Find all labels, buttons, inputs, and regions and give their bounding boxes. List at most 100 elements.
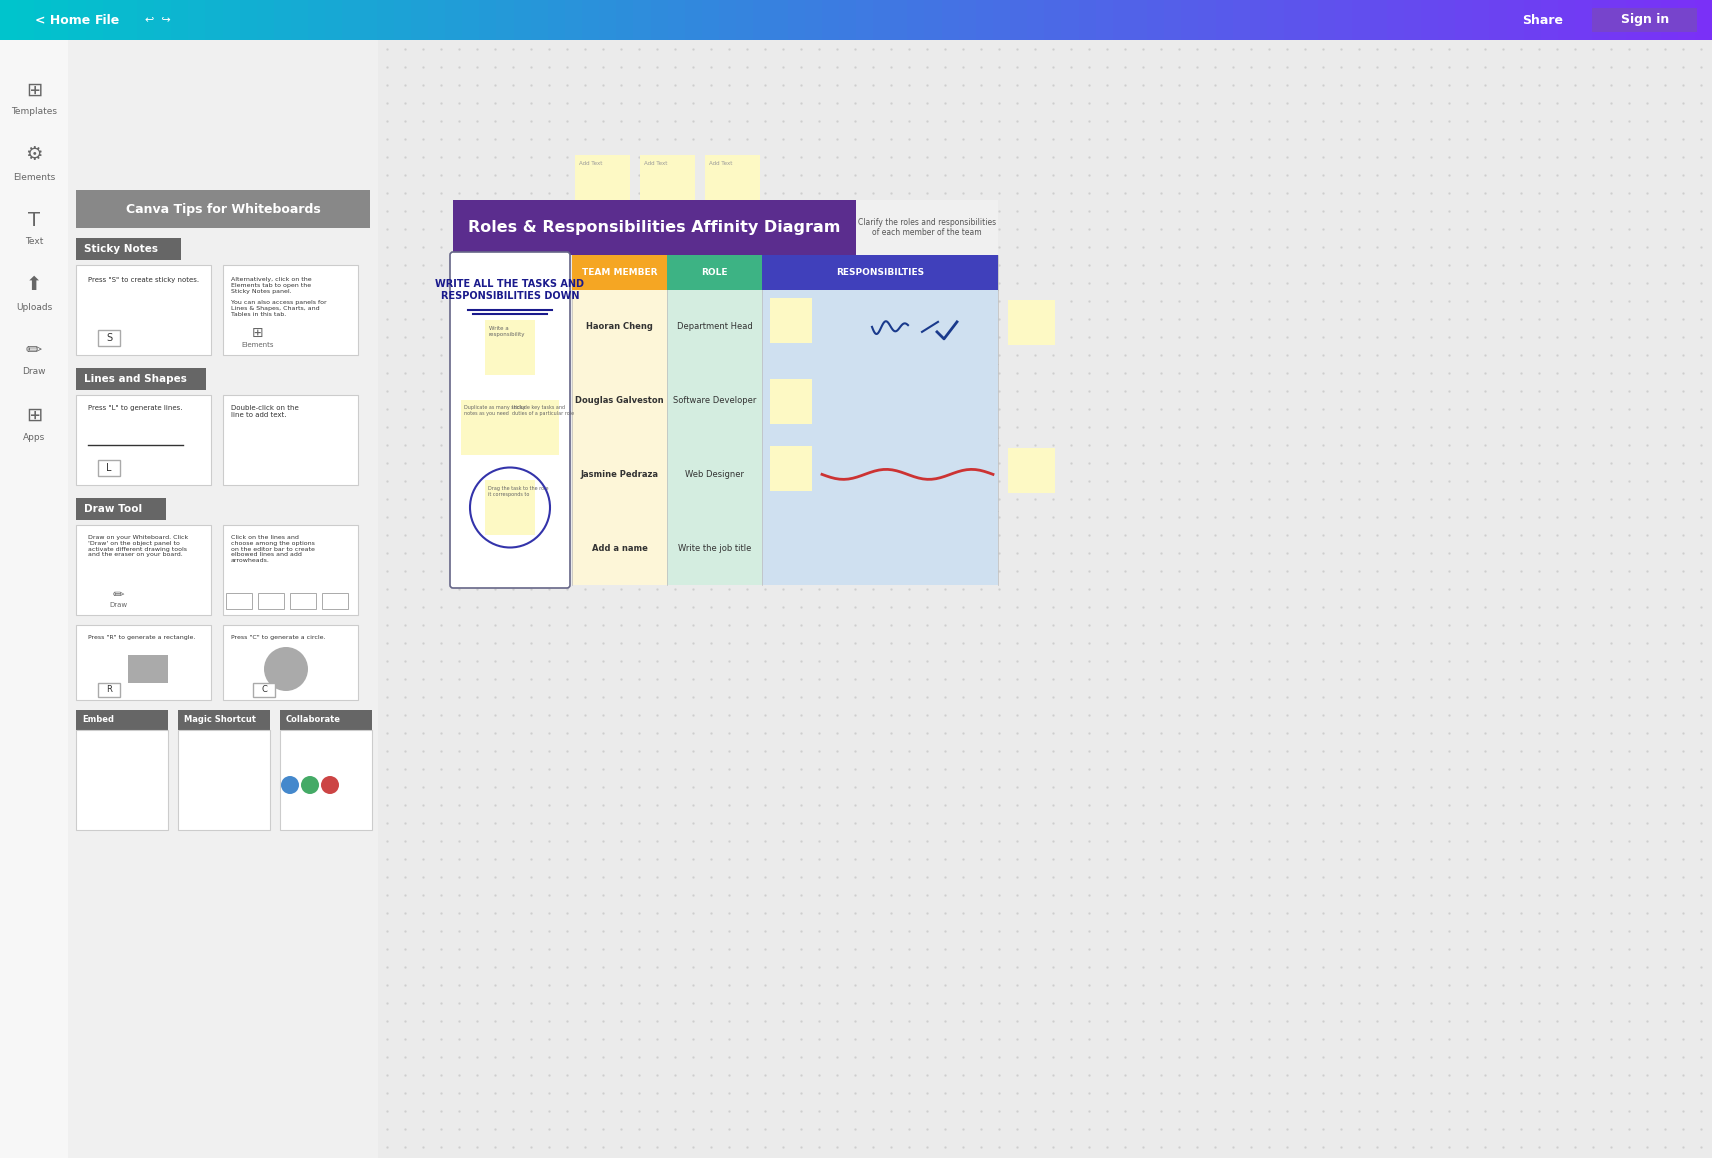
Bar [205,0,224,41]
Bar [51,0,70,41]
Text: Canva Tips for Whiteboards: Canva Tips for Whiteboards [125,203,320,215]
Text: Lines and Shapes: Lines and Shapes [84,374,187,384]
Bar [484,481,534,535]
Text: Templates: Templates [10,108,56,117]
Bar [1335,0,1354,41]
Text: Douglas Galveston: Douglas Galveston [575,396,664,405]
Bar [98,330,120,346]
Bar [942,0,960,41]
Bar [1541,0,1560,41]
Text: ROLE: ROLE [702,267,728,277]
Text: Jasmine Pedraza: Jasmine Pedraza [580,470,659,479]
Text: Write the job title: Write the job title [678,543,752,552]
Bar [582,0,601,41]
Text: Press "L" to generate lines.: Press "L" to generate lines. [87,405,183,411]
Bar [1318,0,1337,41]
Bar [1147,0,1166,41]
Bar [856,0,875,41]
Bar [154,0,173,41]
Bar [259,593,284,609]
Bar [1404,0,1423,41]
Circle shape [281,776,300,794]
Bar [839,0,858,41]
Text: Click on the lines and
choose among the options
on the editor bar to create
elbo: Click on the lines and choose among the … [231,535,315,563]
Text: File: File [94,14,120,27]
Bar [128,655,168,683]
Bar [1575,0,1594,41]
Bar [770,298,811,343]
Text: L: L [106,463,111,472]
Bar [1181,0,1200,41]
Bar [454,200,856,255]
Bar [1592,8,1697,32]
Text: Department Head: Department Head [676,322,752,331]
Text: Press "R" to generate a rectangle.: Press "R" to generate a rectangle. [87,635,195,640]
Bar [572,364,668,438]
Bar [1609,0,1628,41]
Bar [531,0,550,41]
Bar [565,0,584,41]
Bar [223,265,358,356]
Bar [281,730,372,830]
Bar [17,0,36,41]
Text: Add Text: Add Text [579,161,603,166]
Text: TEAM MEMBER: TEAM MEMBER [582,267,657,277]
Bar [428,0,447,41]
Bar [342,0,361,41]
Text: Embed: Embed [82,716,115,725]
Bar [668,255,762,290]
Bar [1455,0,1474,41]
Bar [223,625,358,699]
Bar [75,525,211,615]
Bar [736,0,755,41]
Bar [378,41,1712,1158]
Bar [377,0,395,41]
Bar [178,730,270,830]
Bar [1661,0,1679,41]
Bar [1010,0,1029,41]
Bar [75,368,205,390]
Text: Share: Share [1522,14,1563,27]
Text: Press "C" to generate a circle.: Press "C" to generate a circle. [231,635,325,640]
Bar [1113,0,1132,41]
Bar [959,0,978,41]
Bar [762,438,998,511]
Bar [599,0,618,41]
Bar [461,400,510,455]
Text: Alternatively, click on the
Elements tab to open the
Sticky Notes panel.

You ca: Alternatively, click on the Elements tab… [231,277,327,317]
Bar [1284,0,1303,41]
Bar [575,155,630,210]
Bar [719,0,738,41]
Text: Uploads: Uploads [15,302,51,312]
Bar [651,0,669,41]
Bar [1164,0,1183,41]
Bar [75,265,211,356]
Bar [445,0,464,41]
Text: S: S [106,334,111,343]
Text: Software Developer: Software Developer [673,396,757,405]
Bar [702,0,721,41]
Bar [805,0,823,41]
Text: T: T [27,211,39,229]
Bar [924,0,943,41]
Bar [223,0,241,41]
Bar [98,460,120,476]
Bar [1267,0,1286,41]
Text: RESPONSIBILTIES: RESPONSIBILTIES [835,267,924,277]
Bar [1524,0,1543,41]
Bar [1695,0,1712,41]
Bar [1489,0,1508,41]
Bar [178,710,270,730]
Text: Magic Shortcut: Magic Shortcut [183,716,257,725]
Bar [572,511,668,585]
Text: ✏: ✏ [26,340,43,359]
Bar [1421,0,1440,41]
Bar [411,0,430,41]
Text: Duplicate as many sticky
notes as you need: Duplicate as many sticky notes as you ne… [464,405,526,416]
Bar [68,41,378,1158]
Bar [1096,0,1115,41]
Bar [75,710,168,730]
Bar [762,255,998,290]
Bar [1198,0,1217,41]
Bar [484,320,534,375]
